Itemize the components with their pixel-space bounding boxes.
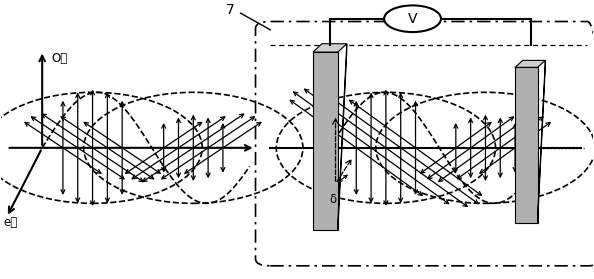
- Text: V: V: [408, 12, 418, 26]
- Text: 7: 7: [226, 3, 235, 17]
- Polygon shape: [515, 60, 545, 67]
- Text: O光: O光: [51, 52, 67, 66]
- Polygon shape: [338, 44, 347, 230]
- Polygon shape: [313, 44, 347, 52]
- Text: e光: e光: [4, 216, 18, 229]
- Text: δ: δ: [329, 193, 336, 206]
- Bar: [515, 67, 538, 223]
- Bar: [313, 52, 338, 230]
- Polygon shape: [538, 60, 545, 223]
- Circle shape: [384, 5, 441, 32]
